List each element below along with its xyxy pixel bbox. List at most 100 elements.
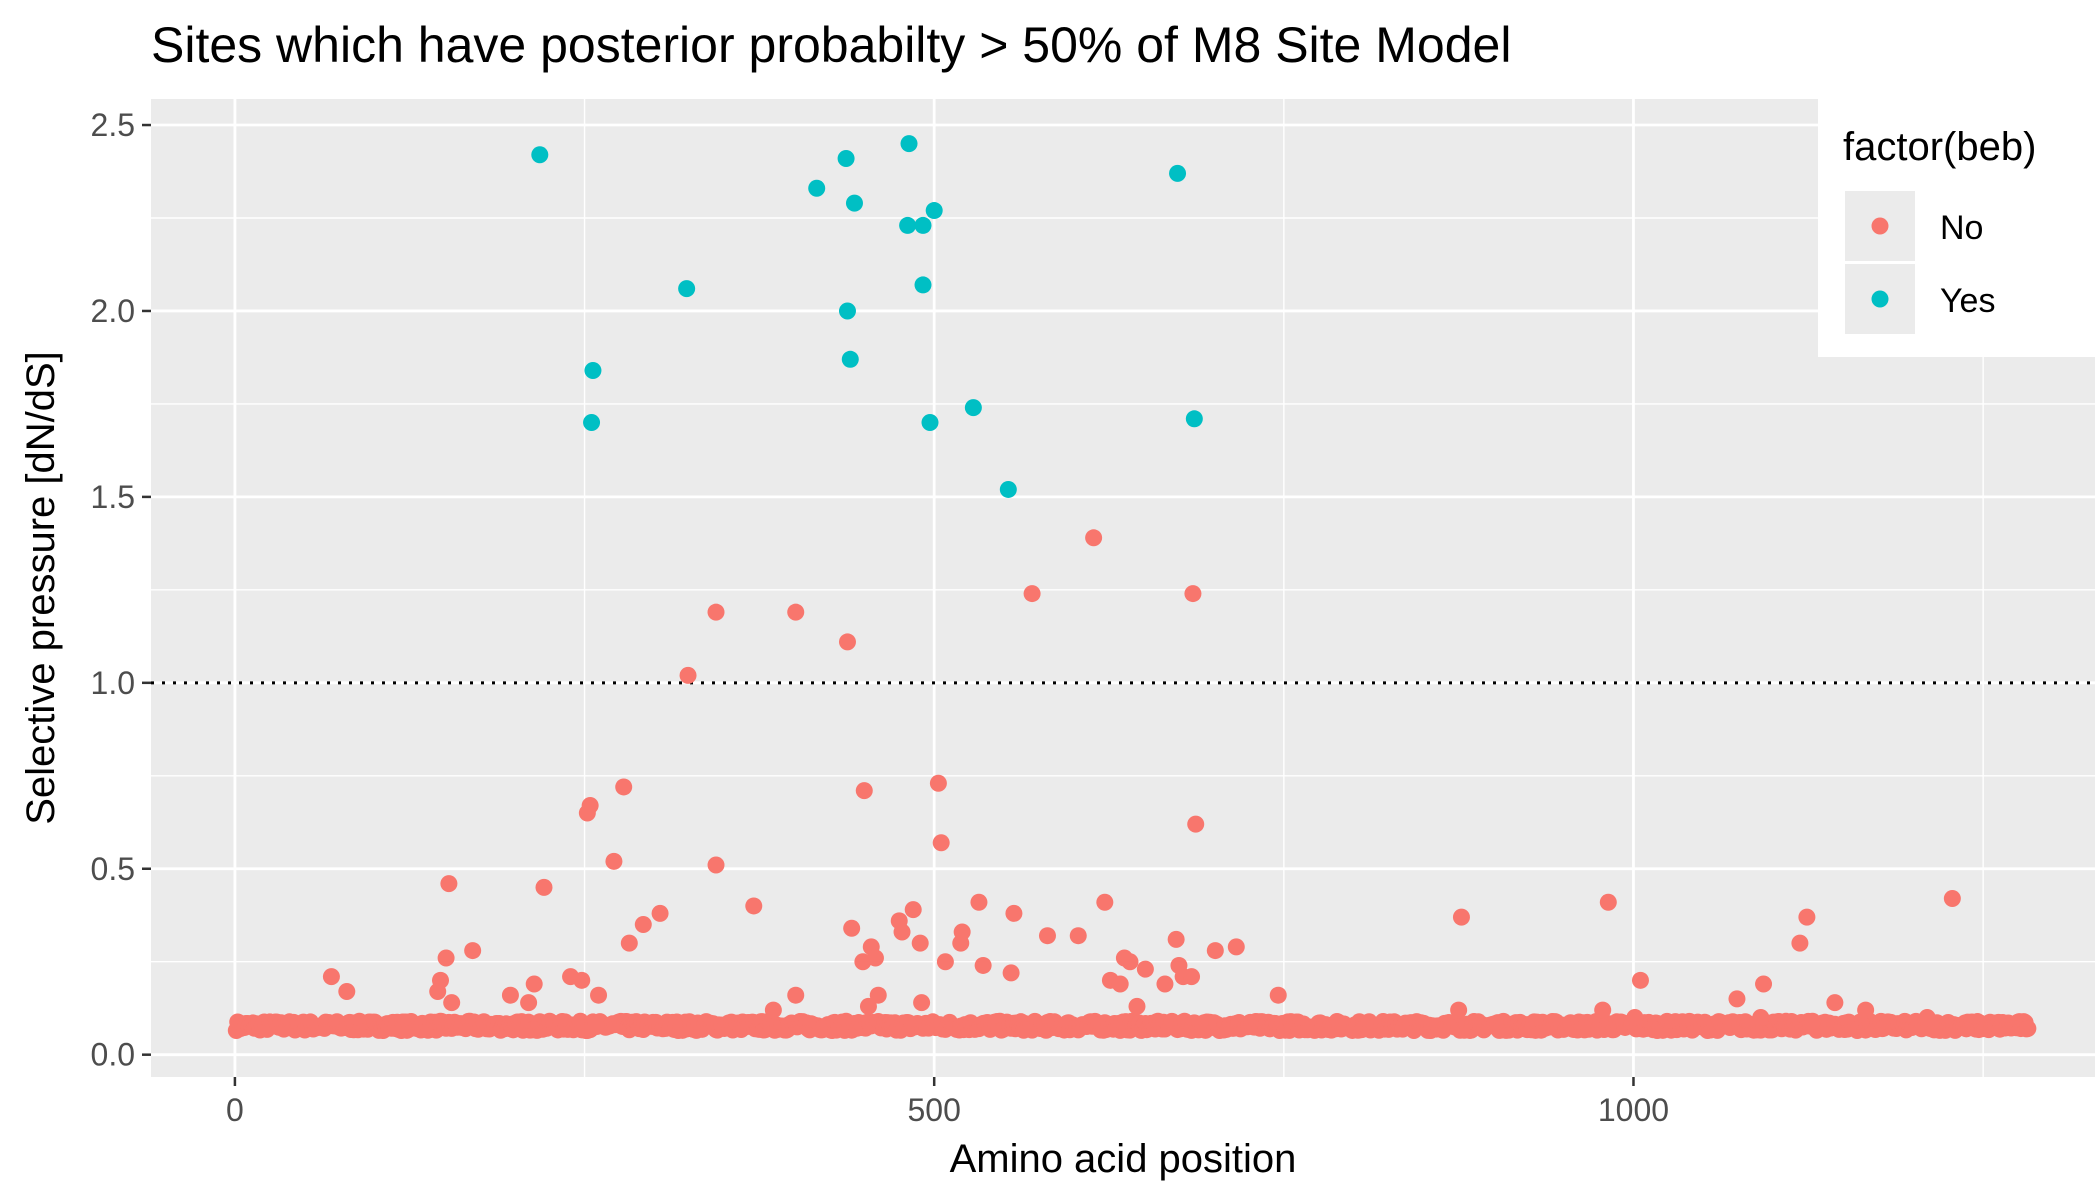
legend-title: factor(beb) (1843, 125, 2036, 169)
point-no (838, 633, 856, 651)
point-no (1227, 938, 1245, 956)
point-no (1943, 890, 1961, 908)
point-no (520, 994, 538, 1012)
point-no (464, 942, 482, 960)
point-no (1187, 815, 1205, 833)
point-no (913, 994, 931, 1012)
chart-title: Sites which have posterior probabilty > … (151, 17, 1511, 73)
point-no (1626, 1009, 1644, 1027)
point-yes (964, 399, 982, 417)
point-no (787, 986, 805, 1004)
point-no (1184, 585, 1202, 603)
point-no (432, 971, 450, 989)
point-no (1269, 986, 1287, 1004)
series-no-points (322, 529, 1961, 1034)
point-no (1005, 904, 1023, 922)
point-yes (925, 202, 943, 220)
point-no (1857, 1001, 1875, 1019)
point-no (615, 778, 633, 796)
point-no (1167, 930, 1185, 948)
point-no (590, 986, 608, 1004)
point-yes (921, 414, 939, 432)
point-no (1096, 893, 1114, 911)
point-no (605, 852, 623, 870)
plot-panel (151, 99, 2095, 1077)
point-no (787, 603, 805, 621)
point-yes (999, 480, 1017, 498)
point-no (1085, 529, 1103, 547)
point-yes (1185, 410, 1203, 428)
point-yes (845, 194, 863, 212)
point-no (843, 919, 861, 937)
point-no (437, 949, 455, 967)
point-no (1128, 997, 1146, 1015)
point-no (1450, 1001, 1468, 1019)
legend-marker-no (1871, 217, 1889, 235)
point-no (1023, 585, 1041, 603)
point-no (1121, 953, 1139, 971)
point-no (953, 923, 971, 941)
point-no (932, 834, 950, 852)
point-no (904, 901, 922, 919)
x-axis-ticks: 0 500 1000 (226, 1077, 1669, 1128)
point-no (634, 916, 652, 934)
series-yes-points (531, 135, 1203, 498)
point-no (1803, 1012, 1821, 1030)
point-no (866, 949, 884, 967)
point-no (443, 994, 461, 1012)
point-no (1599, 893, 1617, 911)
point-no (911, 934, 929, 952)
point-no (859, 997, 877, 1015)
point-no (936, 953, 954, 971)
x-tick-label: 1000 (1598, 1092, 1669, 1128)
point-no (581, 797, 599, 815)
point-yes (841, 350, 859, 368)
point-yes (584, 361, 602, 379)
grid-major (151, 99, 2095, 1077)
y-tick-label: 2.5 (91, 107, 135, 143)
point-no (764, 1001, 782, 1019)
point-no (707, 856, 725, 874)
point-no (573, 971, 591, 989)
point-yes (914, 216, 932, 234)
point-yes (1169, 164, 1187, 182)
point-no (587, 1016, 605, 1034)
legend-label-yes: Yes (1940, 282, 1995, 320)
point-no (338, 982, 356, 1000)
point-no (1752, 1009, 1770, 1027)
point-yes (808, 179, 826, 197)
y-tick-label: 1.0 (91, 665, 135, 701)
point-no (745, 897, 763, 915)
point-no (974, 956, 992, 974)
legend-marker-yes (1871, 290, 1889, 308)
point-no (970, 893, 988, 911)
point-no (1594, 1001, 1612, 1019)
point-yes (899, 216, 917, 234)
x-tick-label: 0 (226, 1092, 244, 1128)
point-no (501, 986, 519, 1004)
point-no (707, 603, 725, 621)
point-no (1069, 927, 1087, 945)
point-no (1791, 934, 1809, 952)
point-no (855, 782, 873, 800)
y-tick-label: 0.0 (91, 1037, 135, 1073)
point-no (1156, 975, 1174, 993)
legend-label-no: No (1940, 209, 1983, 247)
y-tick-label: 2.0 (91, 293, 135, 329)
point-yes (914, 276, 932, 294)
y-tick-label: 1.5 (91, 479, 135, 515)
y-tick-label: 0.5 (91, 851, 135, 887)
point-no (1755, 975, 1773, 993)
point-no (1111, 975, 1129, 993)
point-yes (583, 414, 601, 432)
point-no (1183, 968, 1201, 986)
point-no (1918, 1009, 1936, 1027)
point-no (1206, 942, 1224, 960)
point-no (1452, 908, 1470, 926)
point-yes (838, 302, 856, 320)
point-no (1728, 990, 1746, 1008)
y-axis-ticks: 0.0 0.5 1.0 1.5 2.0 2.5 (91, 107, 151, 1073)
point-no (929, 774, 947, 792)
point-yes (678, 280, 696, 298)
